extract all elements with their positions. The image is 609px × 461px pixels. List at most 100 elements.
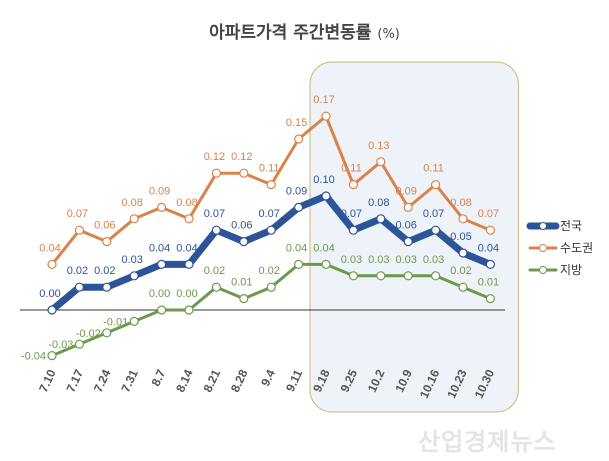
data-point <box>458 214 468 224</box>
data-label: 0.11 <box>341 163 362 175</box>
data-label: 0.09 <box>286 185 307 197</box>
data-point <box>129 214 139 224</box>
x-tick-label: 8.21 <box>201 367 224 394</box>
data-point <box>47 351 57 361</box>
data-label: 0.08 <box>121 197 142 209</box>
data-label: 0.03 <box>368 254 389 266</box>
data-label: 0.06 <box>231 220 252 232</box>
data-point <box>239 294 249 304</box>
data-point <box>294 202 304 212</box>
data-label: 0.02 <box>450 265 471 277</box>
data-point <box>431 271 441 281</box>
data-point <box>47 305 57 315</box>
data-label: 0.04 <box>176 242 197 254</box>
data-point <box>102 282 112 292</box>
data-point <box>184 214 194 224</box>
data-point <box>266 282 276 292</box>
data-point <box>403 237 413 247</box>
x-tick-label: 7.31 <box>118 367 141 394</box>
data-label: 0.03 <box>121 254 142 266</box>
data-label: 0.04 <box>39 242 60 254</box>
data-label: 0.12 <box>231 151 252 163</box>
data-label: 0.01 <box>231 277 252 289</box>
data-point <box>266 225 276 235</box>
data-label: 0.08 <box>450 197 471 209</box>
legend-marker <box>539 244 547 252</box>
data-label: 0.02 <box>258 265 279 277</box>
data-point <box>102 328 112 338</box>
data-label: 0.12 <box>204 151 225 163</box>
data-label: 0.10 <box>313 174 334 186</box>
watermark-logo: 산업경제뉴스 <box>418 428 557 456</box>
data-point <box>348 225 358 235</box>
data-point <box>348 180 358 190</box>
data-point <box>102 237 112 247</box>
data-point <box>431 180 441 190</box>
data-label: 0.07 <box>341 208 362 220</box>
data-label: 0.01 <box>478 277 499 289</box>
data-label: -0.02 <box>76 328 101 340</box>
data-label: -0.04 <box>21 351 46 363</box>
data-point <box>348 271 358 281</box>
data-label: 0.15 <box>286 117 307 129</box>
legend-label: 전국 <box>560 219 582 233</box>
data-point <box>321 259 331 269</box>
data-label: 0.07 <box>258 208 279 220</box>
data-label: 0.04 <box>478 242 499 254</box>
data-point <box>157 305 167 315</box>
data-label: 0.06 <box>94 220 115 232</box>
data-point <box>74 282 85 292</box>
data-label: -0.03 <box>48 339 73 351</box>
data-point <box>321 111 331 121</box>
data-label: 0.17 <box>313 94 334 106</box>
data-point <box>485 294 495 304</box>
x-tick-label: 8.14 <box>173 367 196 394</box>
legend-label: 수도권 <box>560 241 593 255</box>
data-label: 0.03 <box>423 254 444 266</box>
data-point <box>294 259 304 269</box>
data-point <box>239 237 249 247</box>
data-point <box>47 259 57 269</box>
data-point <box>157 259 167 269</box>
data-point <box>376 271 386 281</box>
data-label: 0.03 <box>341 254 362 266</box>
data-label: 0.07 <box>423 208 444 220</box>
x-tick-label: 7.10 <box>36 367 59 394</box>
data-point <box>211 225 221 235</box>
data-label: 0.11 <box>423 163 444 175</box>
data-point <box>376 157 386 167</box>
data-label: 0.02 <box>94 265 115 277</box>
data-label: 0.03 <box>395 254 416 266</box>
data-label: 0.11 <box>259 163 280 175</box>
data-point <box>211 282 221 292</box>
data-label: 0.08 <box>368 197 389 209</box>
data-label: 0.08 <box>176 197 197 209</box>
data-point <box>403 271 413 281</box>
data-label: 0.02 <box>204 265 225 277</box>
data-label: 0.04 <box>313 242 334 254</box>
data-label: 0.09 <box>149 185 170 197</box>
data-point <box>376 214 386 224</box>
data-label: 0.09 <box>395 185 416 197</box>
data-label: 0.00 <box>176 288 197 300</box>
data-label: 0.02 <box>67 265 88 277</box>
data-point <box>129 271 139 281</box>
legend-marker <box>539 266 547 274</box>
data-label: 0.05 <box>450 231 471 243</box>
data-point <box>129 316 139 326</box>
data-point <box>431 225 441 235</box>
data-point <box>458 248 468 258</box>
data-point <box>403 202 413 212</box>
data-label: 0.07 <box>478 208 499 220</box>
data-point <box>321 191 331 201</box>
data-point <box>239 168 249 178</box>
title-text: 아파트가격 주간변동률 <box>209 23 372 43</box>
x-tick-label: 7.24 <box>91 367 114 394</box>
data-label: 0.07 <box>204 208 225 220</box>
data-point <box>458 282 468 292</box>
data-point <box>74 225 85 235</box>
data-label: 0.00 <box>149 288 170 300</box>
x-tick-label: 8.28 <box>228 367 251 394</box>
